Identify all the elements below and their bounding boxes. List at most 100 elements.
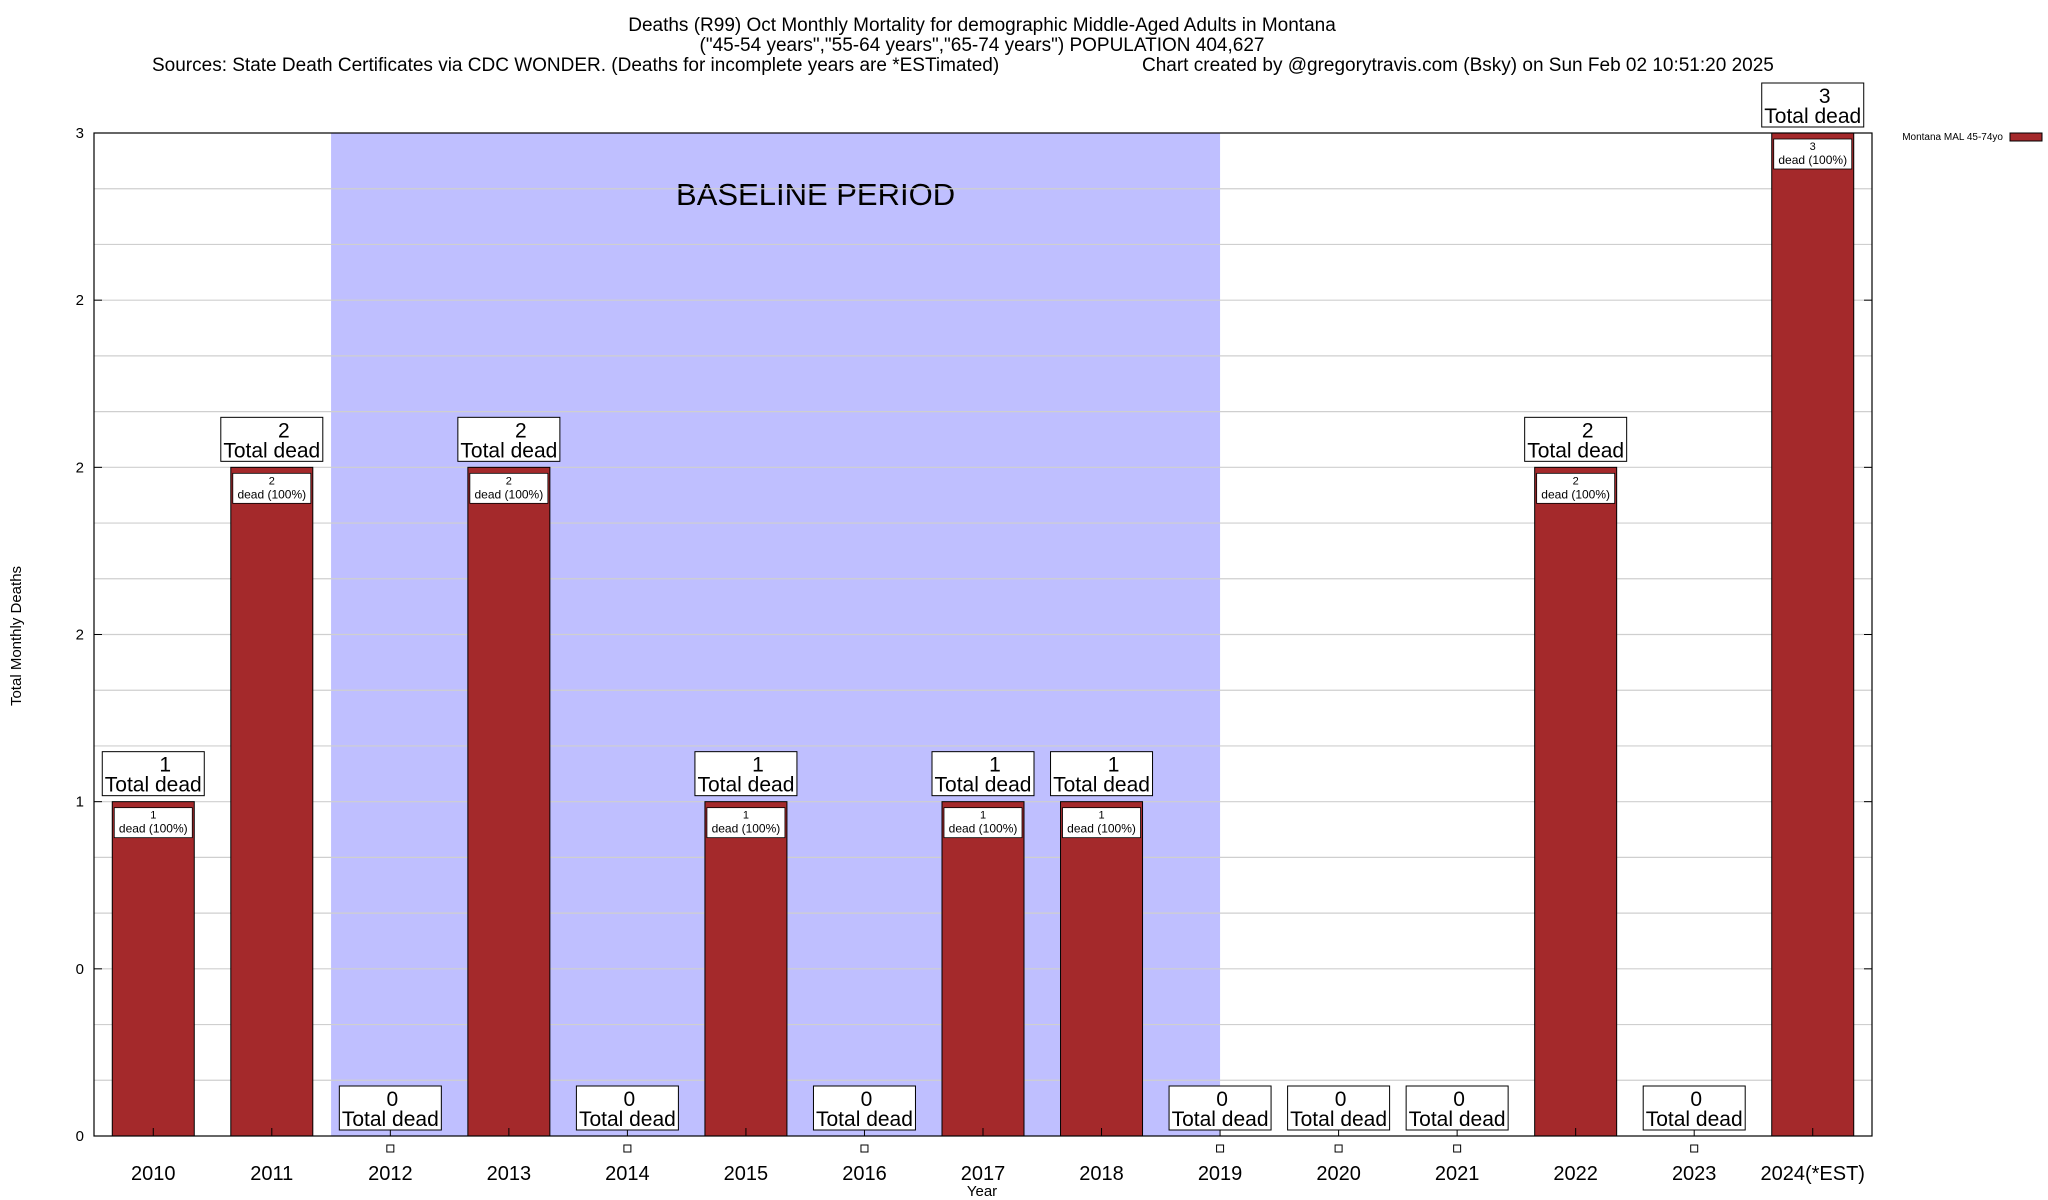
total-label-text: Total dead xyxy=(223,439,320,462)
inner-label-box xyxy=(469,472,549,504)
total-label-number: 0 xyxy=(1216,1088,1228,1111)
x-tick-label: 2017 xyxy=(961,1163,1006,1185)
inner-label-number: 1 xyxy=(743,810,749,822)
total-label-box xyxy=(1287,1085,1391,1131)
inner-label-text: dead (100%) xyxy=(475,487,544,501)
total-label-box xyxy=(338,1085,442,1131)
total-label-number: 2 xyxy=(278,419,290,442)
bar-2011 xyxy=(230,466,314,1137)
total-label-number: 0 xyxy=(1690,1088,1702,1111)
total-label-box xyxy=(1761,82,1865,128)
total-label-number: 1 xyxy=(1108,754,1120,777)
x-tick-label: 2012 xyxy=(368,1163,413,1185)
x-tick-label: 2019 xyxy=(1198,1163,1243,1185)
inner-label-box xyxy=(943,807,1023,839)
y-tick-label: 2 xyxy=(76,292,84,309)
total-label-text: Total dead xyxy=(342,1108,439,1131)
bars xyxy=(111,132,1855,1137)
chart-title-line-2: ("45-54 years","55-64 years","65-74 year… xyxy=(700,35,1265,56)
chart-title-line-1: Deaths (R99) Oct Monthly Mortality for d… xyxy=(628,15,1336,36)
inner-label-text: dead (100%) xyxy=(1541,487,1610,501)
total-label-text: Total dead xyxy=(935,774,1032,797)
total-label-box xyxy=(694,751,798,797)
inner-label-text: dead (100%) xyxy=(119,822,188,836)
y-tick-label: 2 xyxy=(76,627,84,644)
total-label-box xyxy=(1168,1085,1272,1131)
chart-source-text: Sources: State Death Certificates via CD… xyxy=(152,55,999,76)
bar-2010 xyxy=(111,801,195,1137)
x-tick-label: 2023 xyxy=(1672,1163,1717,1185)
inner-label-box xyxy=(232,472,312,504)
x-tick-label: 2016 xyxy=(842,1163,887,1185)
inner-label-number: 3 xyxy=(1810,141,1816,153)
bar-2022 xyxy=(1534,466,1618,1137)
inner-label-text: dead (100%) xyxy=(949,822,1018,836)
y-axis-label: Total Monthly Deaths xyxy=(8,566,25,706)
total-label-text: Total dead xyxy=(1409,1108,1506,1131)
total-label-number: 0 xyxy=(861,1088,873,1111)
inner-label-box xyxy=(113,807,193,839)
zero-marker xyxy=(386,1144,395,1153)
inner-label-number: 2 xyxy=(1573,475,1579,487)
total-label-number: 1 xyxy=(989,754,1001,777)
inner-label-box xyxy=(1062,807,1141,839)
baseline-label: BASELINE PERIOD xyxy=(676,177,955,212)
total-label-box xyxy=(1524,416,1628,462)
bar-2013 xyxy=(467,466,551,1137)
total-label-text: Total dead xyxy=(579,1108,676,1131)
total-label-box xyxy=(220,416,324,462)
total-label-text: Total dead xyxy=(697,774,794,797)
inner-label-number: 1 xyxy=(980,810,986,822)
x-tick-label: 2024(*EST) xyxy=(1760,1163,1865,1185)
inner-label-number: 2 xyxy=(269,475,275,487)
y-tick-label: 2 xyxy=(76,459,84,476)
total-label-number: 0 xyxy=(1335,1088,1347,1111)
total-label-text: Total dead xyxy=(1053,774,1150,797)
inner-label-number: 1 xyxy=(1098,810,1104,822)
inner-label-number: 2 xyxy=(506,475,512,487)
total-label-box xyxy=(931,751,1035,797)
inner-label-box xyxy=(1536,472,1616,504)
x-tick-label: 2013 xyxy=(487,1163,532,1185)
zero-marker xyxy=(1690,1144,1699,1153)
x-tick-label: 2015 xyxy=(724,1163,769,1185)
total-label-number: 0 xyxy=(386,1088,398,1111)
x-axis-label: Year xyxy=(967,1183,997,1200)
legend-label: Montana MAL 45-74yo xyxy=(1902,132,2003,143)
total-label-text: Total dead xyxy=(1764,105,1861,128)
bar-2018 xyxy=(1060,801,1144,1137)
total-label-text: Total dead xyxy=(1527,439,1624,462)
total-label-number: 3 xyxy=(1819,85,1831,108)
total-label-box xyxy=(1405,1085,1509,1131)
total-label-number: 1 xyxy=(159,754,171,777)
total-label-text: Total dead xyxy=(1290,1108,1387,1131)
total-label-number: 0 xyxy=(624,1088,636,1111)
total-label-text: Total dead xyxy=(460,439,557,462)
zero-marker xyxy=(1216,1144,1225,1153)
zero-marker xyxy=(860,1144,869,1153)
y-tick-label: 0 xyxy=(76,1128,84,1145)
x-tick-label: 2011 xyxy=(250,1163,293,1185)
x-tick-label: 2020 xyxy=(1316,1163,1361,1185)
inner-label-box xyxy=(1773,138,1853,170)
total-label-text: Total dead xyxy=(105,774,202,797)
inner-label-text: dead (100%) xyxy=(1067,822,1136,836)
total-label-box xyxy=(1050,751,1154,797)
inner-label-text: dead (100%) xyxy=(1778,153,1847,167)
total-label-box xyxy=(457,416,561,462)
chart-title: Deaths (R99) Oct Monthly Mortality for d… xyxy=(152,15,1774,76)
bar-2017 xyxy=(941,801,1025,1137)
inner-label-box xyxy=(706,807,786,839)
total-label-text: Total dead xyxy=(816,1108,913,1131)
total-label-box xyxy=(1642,1085,1746,1131)
legend-swatch xyxy=(2009,132,2043,142)
total-label-box xyxy=(575,1085,679,1131)
total-label-text: Total dead xyxy=(1172,1108,1269,1131)
inner-label-number: 1 xyxy=(150,810,156,822)
total-label-number: 2 xyxy=(1582,419,1594,442)
total-label-number: 0 xyxy=(1453,1088,1465,1111)
inner-label-text: dead (100%) xyxy=(237,487,306,501)
zero-marker xyxy=(1453,1144,1462,1153)
